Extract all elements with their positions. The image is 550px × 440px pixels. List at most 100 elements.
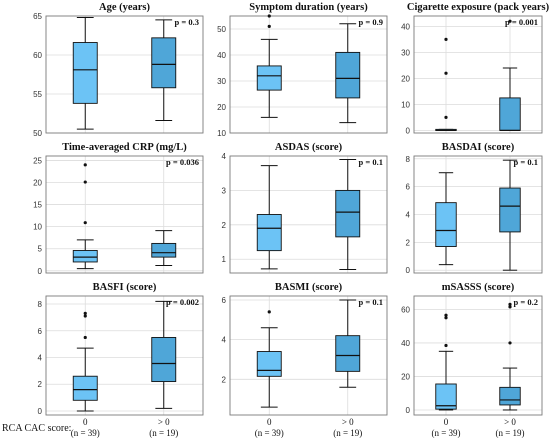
panel-title: Time-averaged CRP (mg/L) [62,142,187,153]
outlier-point [267,14,271,18]
panel-frame [413,15,543,134]
y-tick-label: 20 [33,178,42,187]
panel-frame [45,155,204,274]
y-tick-label: 3 [222,186,227,195]
box-iqr [499,386,521,406]
y-tick-label: 2 [222,375,227,384]
y-tick-label: 50 [33,129,42,138]
panel-8: BASMI (score) 2 4 6 p = 0.1 0(n = 39) > 0(n = … [222,282,388,438]
group-count: (n = 19) [333,428,362,438]
p-value: p = 0.036 [166,157,199,167]
y-tick-label: 8 [406,155,411,164]
y-tick-label: 2 [222,221,227,230]
y-tick-label: 0 [406,406,411,415]
outlier-point [444,343,448,348]
panel-title: Age (years) [99,2,151,13]
p-value: p = 0.1 [514,157,538,167]
y-tick-label: 4 [222,336,227,345]
y-tick-label: 10 [33,223,42,232]
outlier-point [83,311,87,315]
box-iqr [256,351,282,377]
y-tick-label: 5 [38,245,43,254]
panel-frame [45,295,204,416]
y-tick-label: 4 [222,152,227,161]
y-tick-label: 60 [33,51,42,60]
box-iqr [435,383,457,410]
outlier-point [83,180,87,184]
y-tick-label: 30 [401,48,410,57]
group-label: > 0 [504,417,516,427]
panel-frame [413,295,543,416]
y-tick-label: 10 [401,100,410,109]
y-tick-label: 50 [217,25,226,34]
p-value: p = 0.2 [514,297,538,307]
panel-title: mSASSS (score) [442,282,515,293]
y-tick-label: 0 [406,266,411,275]
group-label: 0 [267,417,272,427]
outlier-point [508,19,512,23]
panel-1: Age (years) 50 55 60 65 p = 0.3 [33,2,204,138]
p-value: p = 0.1 [359,297,383,307]
p-value: p = 0.3 [175,17,199,27]
box-iqr [499,187,521,233]
outlier-point [508,341,512,345]
y-tick-label: 0 [406,126,411,135]
outlier-point [83,221,87,225]
outlier-point [444,316,448,320]
y-tick-label: 8 [38,300,43,309]
outlier-point [444,71,448,75]
panel-title: BASFI (score) [93,282,157,293]
group-count: (n = 39) [431,428,460,438]
box-iqr [335,189,361,238]
outlier-point [508,302,512,306]
box-iqr [256,65,282,91]
panel-6: BASDAI (score) 0 2 4 6 8 p = 0.1 [406,142,543,275]
y-tick-label: 40 [401,22,410,31]
y-tick-label: 65 [33,12,42,21]
y-tick-label: 4 [406,211,411,220]
outlier-point [444,115,448,119]
box-iqr [499,97,521,131]
p-value: p = 0.001 [505,17,538,27]
y-tick-label: 4 [38,354,43,363]
group-label: > 0 [342,417,354,427]
panel-title: BASMI (score) [275,282,343,293]
y-tick-label: 2 [38,380,43,389]
panel-frame [45,15,204,134]
outlier-point [83,314,87,318]
outlier-point [267,24,271,28]
box-iqr [335,51,361,99]
group-count: (n = 19) [149,428,178,438]
outlier-point [444,313,448,317]
box-iqr [72,375,98,401]
panel-2: Symptom duration (years) 10 20 30 40 50 p = 0.… [217,2,388,138]
box-iqr [435,202,457,247]
y-tick-label: 0 [38,267,43,276]
outlier-point [444,37,448,42]
y-tick-label: 20 [401,372,410,381]
y-tick-label: 20 [401,74,410,83]
panel-title: Symptom duration (years) [249,2,368,13]
panel-4: Time-averaged CRP (mg/L) 0 5 10 15 20 25 p = 0.… [33,142,204,276]
y-tick-label: 1 [222,255,227,264]
y-tick-label: 6 [38,327,43,336]
y-tick-label: 0 [38,407,43,416]
group-count: (n = 19) [495,428,524,438]
y-tick-label: 2 [406,238,411,247]
group-label: 0 [444,417,449,427]
y-tick-label: 30 [217,77,226,86]
panel-3: Cigarette exposure (pack years) 0 10 20 30 40… [401,2,550,135]
box-iqr [151,242,177,258]
row-label: RCA CAC score: [2,423,71,434]
y-tick-label: 6 [222,296,227,305]
panel-title: BASDAI (score) [442,142,515,153]
p-value: p = 0.9 [359,17,383,27]
box-iqr [335,335,361,372]
box-iqr [151,336,177,383]
box-iqr [72,42,98,104]
y-tick-label: 40 [401,339,410,348]
outlier-point [83,163,87,167]
